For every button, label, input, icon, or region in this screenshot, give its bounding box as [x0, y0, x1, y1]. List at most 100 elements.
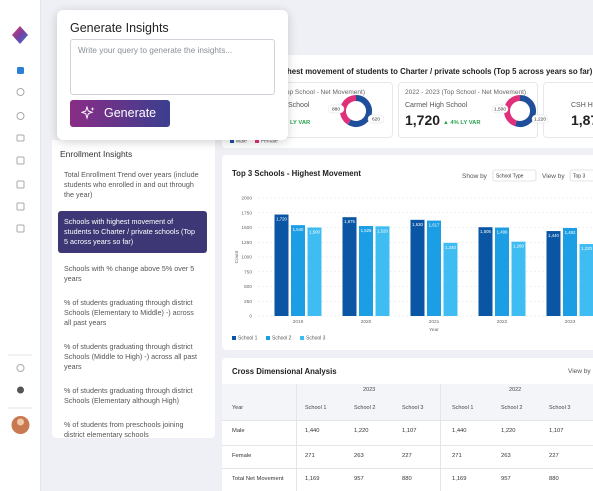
- bar: [563, 227, 577, 316]
- insight-item[interactable]: Schools with % change above 5% over 5 ye…: [64, 264, 195, 283]
- table-cell: 1,440: [305, 428, 320, 434]
- nav-icon[interactable]: [16, 224, 25, 233]
- control-label: Show by: [462, 173, 488, 180]
- insight-item[interactable]: % of students graduating through distric…: [64, 386, 193, 405]
- donut-segment: [514, 95, 536, 127]
- y-tick-label: 0: [249, 314, 252, 320]
- bar-value-label: 1,720: [276, 217, 287, 222]
- column-header: Year: [232, 405, 244, 411]
- legend-swatch: [266, 336, 270, 340]
- legend-swatch: [300, 336, 304, 340]
- table-cell: 263: [501, 453, 511, 459]
- y-tick-label: 500: [244, 284, 252, 290]
- table-cell: 1,107: [549, 428, 564, 434]
- row-line: [222, 445, 593, 446]
- bar: [291, 225, 305, 316]
- logo: [12, 26, 28, 44]
- sparkle-icon: [81, 106, 95, 120]
- bar-value-label: 1,525: [361, 228, 372, 233]
- generate-button[interactable]: Generate: [70, 100, 170, 127]
- legend-label: School 2: [272, 336, 292, 342]
- sidebar: [0, 0, 41, 491]
- table-cell: 1,169: [452, 476, 467, 482]
- nav-icon[interactable]: [17, 67, 24, 74]
- nav-icon[interactable]: [16, 156, 25, 165]
- bar: [307, 227, 322, 316]
- bar-value-label: 1,520: [377, 228, 388, 233]
- insight-item[interactable]: Total Enrollment Trend over years (inclu…: [64, 170, 199, 199]
- control-label: View by: [542, 173, 565, 180]
- bar: [511, 241, 526, 316]
- bar-value-label: 1,505: [480, 229, 491, 234]
- nav-icon[interactable]: [16, 112, 25, 120]
- sidebar-icons: [8, 26, 32, 434]
- table-cell: 1,220: [501, 428, 516, 434]
- donut-label: 1,220: [534, 117, 546, 123]
- x-tick-label: 2019: [293, 319, 304, 325]
- nav-icon[interactable]: [16, 88, 25, 96]
- donut-label-bg: [531, 114, 549, 124]
- bar: [495, 227, 509, 316]
- kpi-title: 2023 - 2024 (Top School - Net Movement): [243, 89, 365, 96]
- table-cell: 880: [549, 476, 559, 482]
- bar-value-label: 1,675: [344, 219, 355, 224]
- nav-icon[interactable]: [16, 364, 25, 372]
- insight-item-selected[interactable]: Schools with highest movement of student…: [58, 211, 207, 253]
- column-header: School 1: [305, 405, 327, 411]
- kpi-school: Carmel High School: [405, 102, 468, 109]
- table-title: Cross Dimensional Analysis: [232, 367, 337, 376]
- column-header: School 1: [452, 405, 474, 411]
- insight-item[interactable]: % of students graduating through distric…: [64, 342, 198, 371]
- donut-segment: [340, 95, 357, 125]
- insight-item[interactable]: % of students from preschools joining di…: [64, 420, 184, 438]
- popup-title: Generate Insights: [70, 21, 169, 35]
- table-cell: 957: [501, 476, 511, 482]
- kpi-title: 2022 - 2023 (Top School - Net Movement): [405, 89, 527, 96]
- button-label: Generate: [104, 106, 157, 120]
- bar-value-label: 1,492: [565, 230, 576, 235]
- bar: [274, 214, 289, 316]
- bar-value-label: 1,617: [429, 223, 440, 228]
- year-header: 2022: [509, 387, 522, 393]
- panel-heading: Enrollment Insights: [60, 149, 133, 159]
- bar: [443, 242, 458, 316]
- query-input[interactable]: Write your query to generate the insight…: [70, 39, 275, 95]
- nav-icon[interactable]: [16, 180, 25, 189]
- kpi-school: School: [288, 102, 310, 109]
- insight-item[interactable]: % of students graduating through distric…: [64, 298, 194, 327]
- table-cell: 271: [305, 453, 315, 459]
- nav-icon[interactable]: [17, 386, 24, 394]
- bar: [359, 226, 373, 316]
- donut-segment: [504, 95, 521, 127]
- table-cell: 227: [402, 453, 412, 459]
- bar-value-label: 1,440: [548, 233, 559, 238]
- bar: [427, 220, 441, 316]
- bar-value-label: 1,500: [309, 230, 320, 235]
- row-label: Total Net Movement: [232, 476, 284, 482]
- legend-swatch: [230, 139, 234, 143]
- donut-label-bg: [367, 114, 385, 124]
- y-tick-label: 1500: [241, 225, 252, 231]
- row-label: Male: [232, 428, 245, 434]
- table-cell: 880: [402, 476, 412, 482]
- chart-title: Top 3 Schools - Highest Movement: [232, 169, 361, 178]
- y-tick-label: 1250: [241, 240, 252, 246]
- table-cell: 1,107: [402, 428, 417, 434]
- kpi-card: [543, 82, 593, 138]
- donut-label-bg: [491, 104, 509, 114]
- table-cell: 1,169: [305, 476, 320, 482]
- column-header: School 3: [549, 405, 571, 411]
- dropdown-value: School Type: [496, 174, 524, 180]
- bar: [546, 231, 561, 316]
- year-header: 2023: [363, 387, 376, 393]
- kpi-school: CSH High School: [571, 102, 593, 109]
- nav-icon[interactable]: [16, 134, 25, 142]
- donut-label: 1,500: [494, 107, 506, 113]
- kpi-change: LY VAR: [290, 120, 311, 126]
- y-tick-label: 250: [244, 299, 252, 305]
- summary-title: hest movement of students to Charter / p…: [287, 67, 593, 76]
- legend-swatch: [255, 139, 259, 143]
- donut-label: 620: [372, 117, 380, 123]
- nav-icon[interactable]: [16, 202, 25, 211]
